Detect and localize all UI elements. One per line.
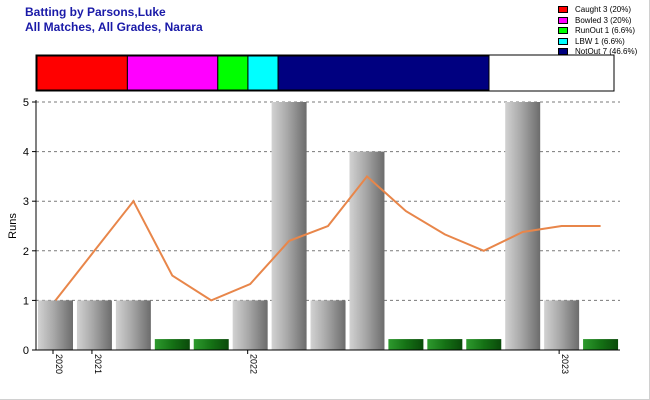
- legend-swatch: [558, 6, 568, 13]
- y-tick-label: 1: [23, 295, 29, 307]
- x-tick-label: 2023: [560, 354, 570, 374]
- legend-label: Bowled 3 (20%): [575, 15, 632, 25]
- runs-bar: [115, 300, 151, 350]
- runs-bar: [505, 102, 541, 350]
- axes: [32, 100, 620, 351]
- dismissal-segment: [247, 55, 279, 91]
- dismissal-segment: [217, 55, 249, 91]
- y-axis-label: Runs: [7, 213, 19, 239]
- legend-swatch: [558, 16, 568, 24]
- x-tick-label: 2021: [93, 354, 103, 374]
- runs-bar: [76, 300, 112, 350]
- chart-title: Batting by Parsons,Luke: [25, 5, 166, 19]
- legend-swatch: [558, 27, 568, 34]
- axis-labels: 2020 2021 2022 2023 0 1 2 3 4 5 Runs: [7, 97, 570, 374]
- legend-label: RunOut 1 (6.6%): [575, 26, 636, 35]
- legend-label: NotOut 7 (46.6%): [575, 47, 638, 56]
- runs-bar: [349, 151, 385, 350]
- y-tick-label: 4: [23, 147, 29, 159]
- runs-bar: [271, 102, 307, 350]
- average-line-path: [54, 174, 601, 302]
- x-tick-label: 2020: [54, 354, 64, 374]
- dismissal-bar: [35, 54, 615, 92]
- x-tick-label: 2022: [249, 354, 259, 374]
- y-tick-label: 2: [23, 246, 29, 258]
- legend-swatch: [558, 37, 568, 45]
- notout-bar: [427, 339, 463, 350]
- runs-bar: [544, 300, 580, 350]
- runs-bar: [38, 300, 73, 350]
- chart-subtitle: All Matches, All Grades, Narara: [25, 20, 203, 34]
- y-tick-label: 0: [23, 345, 29, 357]
- dismissal-segment: [126, 55, 219, 91]
- runs-bar: [310, 300, 346, 350]
- notout-bar: [193, 339, 229, 350]
- runs-bar: [232, 300, 268, 350]
- notout-bar: [466, 339, 502, 350]
- average-line: [54, 174, 601, 302]
- notout-bar: [583, 339, 619, 350]
- notout-bar: [154, 339, 190, 350]
- dismissal-segment: [277, 55, 490, 91]
- bars: [38, 102, 619, 350]
- notout-bar: [388, 339, 424, 350]
- legend-label: LBW 1 (6.6%): [575, 36, 625, 46]
- dismissal-segment: [36, 55, 128, 91]
- legend-label: Caught 3 (20%): [575, 5, 632, 14]
- y-tick-label: 5: [23, 97, 29, 109]
- y-tick-label: 3: [23, 196, 29, 208]
